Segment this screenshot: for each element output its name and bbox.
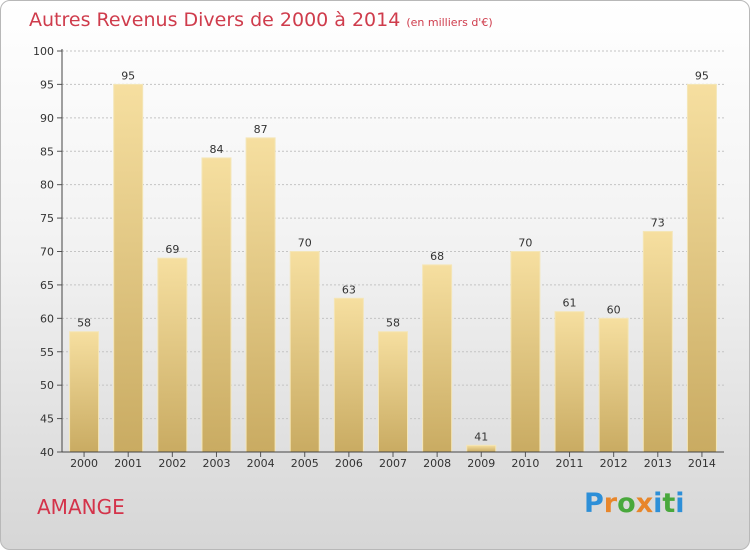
x-tick-label: 2007: [379, 457, 407, 470]
logo-letter: x: [635, 488, 654, 519]
bar: [157, 257, 188, 453]
axes: 40 45 50 55 60 65 70 75 80 85 90 95 100 2000 2001 2002 2…: [33, 45, 724, 470]
proxiti-logo[interactable]: Proxiti: [584, 488, 685, 519]
data-label: 73: [651, 216, 665, 229]
y-tick-label: 55: [40, 346, 54, 359]
data-label: 70: [298, 237, 312, 250]
chart-title-text: Autres Revenus Divers de 2000 à 2014: [29, 9, 401, 31]
data-label: 68: [430, 250, 444, 263]
data-label: 69: [165, 243, 179, 256]
x-tick-label: 2002: [158, 457, 186, 470]
y-tick-label: 95: [40, 78, 54, 91]
data-label: 95: [121, 69, 135, 82]
y-tick-label: 85: [40, 145, 54, 158]
y-tick-label: 65: [40, 279, 54, 292]
bar: [510, 251, 541, 453]
bar: [245, 137, 276, 453]
bars: 58 95 69 84 87 70 63 58 68 41 70 61 60 73 95: [69, 69, 717, 453]
bar: [598, 317, 629, 453]
x-tick-label: 2008: [423, 457, 451, 470]
y-tick-label: 80: [40, 179, 54, 192]
chart-title-unit: (en milliers d'€): [406, 16, 493, 29]
data-label: 95: [695, 69, 709, 82]
data-label: 58: [77, 317, 91, 330]
bar: [422, 264, 453, 453]
bar: [333, 297, 364, 453]
data-label: 61: [563, 297, 577, 310]
data-label: 58: [386, 317, 400, 330]
data-label: 87: [254, 123, 268, 136]
y-tick-label: 50: [40, 379, 54, 392]
logo-letter: i: [675, 488, 685, 519]
bar: [642, 230, 673, 453]
y-tick-label: 60: [40, 312, 54, 325]
x-tick-label: 2014: [688, 457, 716, 470]
y-tick-label: 75: [40, 212, 54, 225]
data-label: 60: [607, 303, 621, 316]
x-tick-label: 2012: [600, 457, 628, 470]
x-tick-label: 2009: [467, 457, 495, 470]
logo-letter: P: [584, 488, 604, 519]
chart-title: Autres Revenus Divers de 2000 à 2014 (en …: [29, 9, 493, 31]
y-tick-label: 40: [40, 446, 54, 459]
x-tick-label: 2011: [556, 457, 584, 470]
bar: [289, 251, 320, 453]
x-tick-label: 2013: [644, 457, 672, 470]
bar: [554, 311, 585, 453]
bar: [113, 83, 144, 453]
x-tick-label: 2001: [114, 457, 142, 470]
x-tick-label: 2004: [247, 457, 275, 470]
logo-letter: t: [662, 488, 676, 519]
bar: [69, 331, 100, 453]
y-tick-label: 90: [40, 112, 54, 125]
data-label: 41: [474, 430, 488, 443]
y-tick-label: 45: [40, 413, 54, 426]
x-tick-label: 2010: [511, 457, 539, 470]
x-tick-label: 2006: [335, 457, 363, 470]
bar: [466, 444, 497, 453]
x-tick-label: 2000: [70, 457, 98, 470]
commune-name: AMANGE: [37, 495, 125, 519]
bar: [201, 157, 232, 453]
x-tick-label: 2003: [202, 457, 230, 470]
logo-letter: r: [603, 488, 618, 519]
y-tick-label: 100: [33, 45, 54, 58]
bar: [686, 83, 717, 453]
bar: [378, 331, 408, 453]
data-label: 84: [209, 143, 223, 156]
logo-letter: o: [617, 488, 636, 519]
logo-letter: i: [653, 488, 663, 519]
data-label: 70: [518, 237, 532, 250]
y-tick-label: 70: [40, 246, 54, 259]
x-tick-label: 2005: [291, 457, 319, 470]
data-label: 63: [342, 283, 356, 296]
